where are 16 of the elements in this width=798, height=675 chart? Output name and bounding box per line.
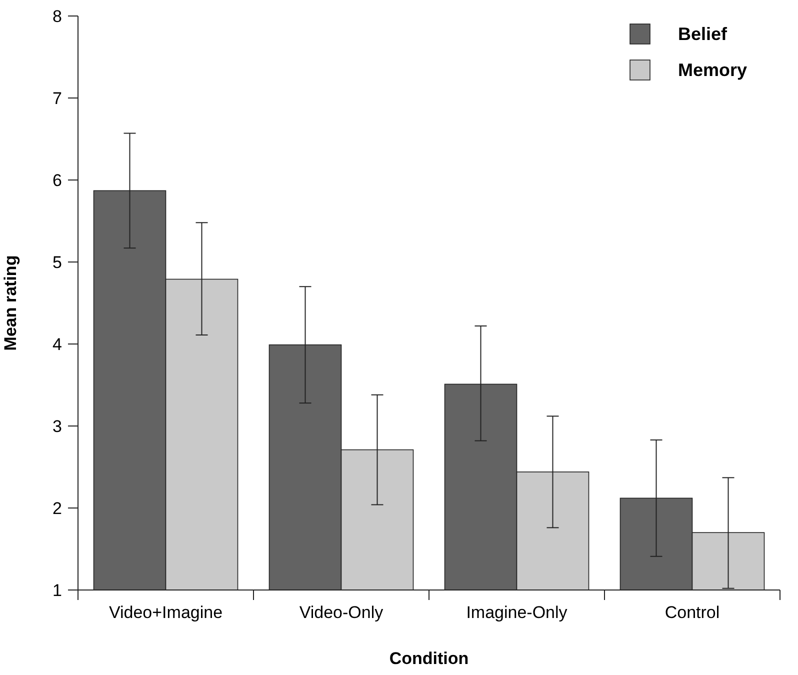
y-tick-label: 4 [52, 334, 62, 354]
legend-label: Belief [678, 24, 728, 44]
y-tick-label: 7 [52, 88, 62, 108]
x-tick-label: Imagine-Only [466, 603, 568, 622]
x-tick-label: Control [664, 603, 720, 622]
y-axis-title: Mean rating [1, 255, 20, 351]
y-tick-label: 3 [52, 416, 62, 436]
y-tick-label: 6 [52, 170, 62, 190]
legend-label: Memory [678, 60, 748, 80]
y-tick-label: 5 [52, 252, 62, 272]
x-tick-label: Video-Only [299, 603, 384, 622]
y-tick-label: 1 [52, 580, 62, 600]
x-axis-title: Condition [389, 649, 469, 668]
x-tick-label: Video+Imagine [108, 603, 223, 622]
y-tick-label: 8 [52, 6, 62, 26]
y-tick-label: 2 [52, 498, 62, 518]
